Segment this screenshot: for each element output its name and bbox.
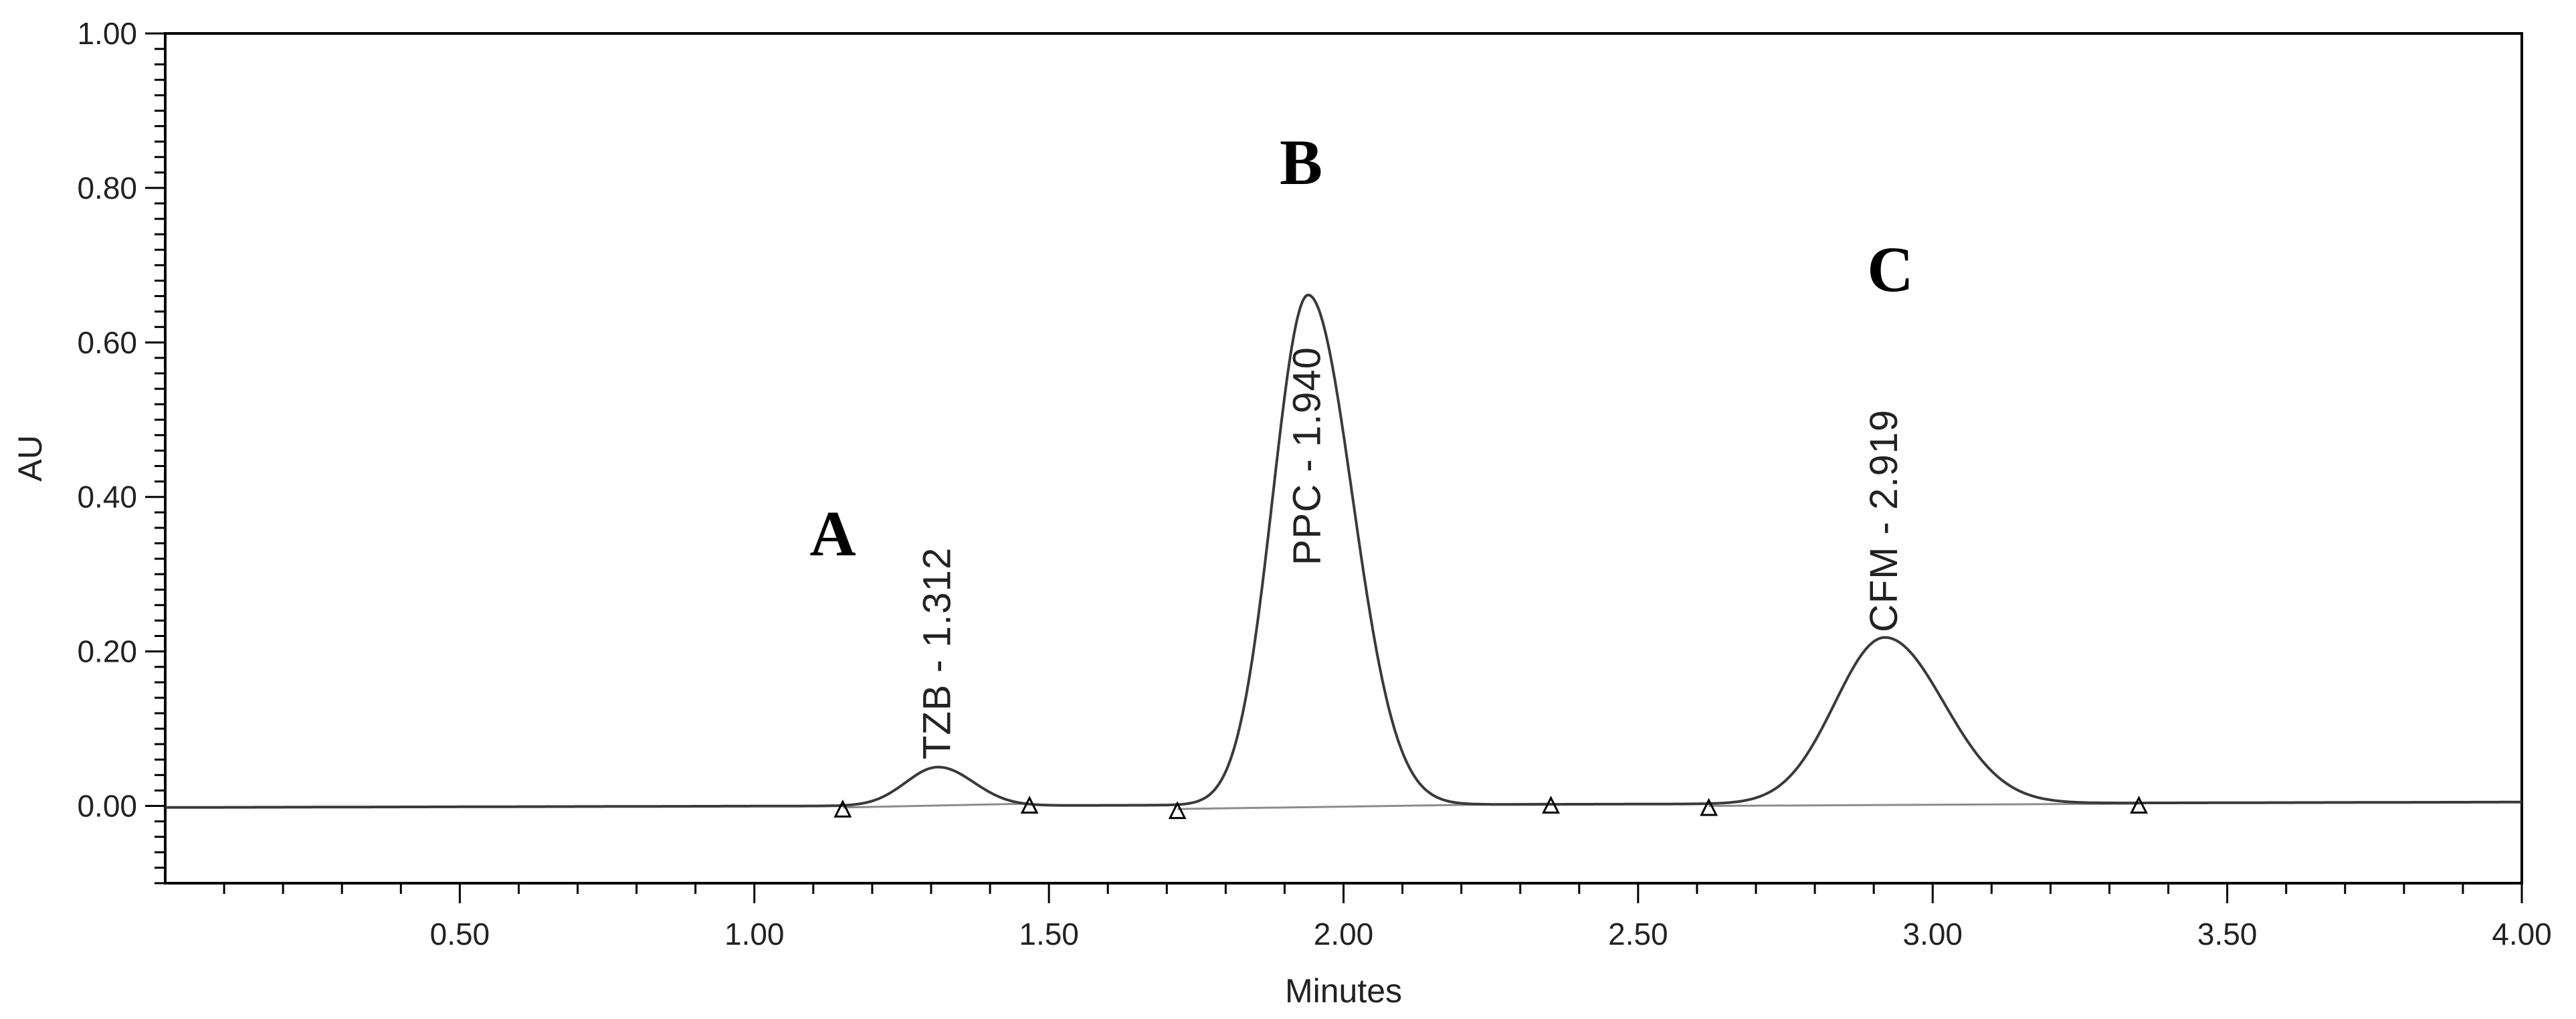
x-tick-label: 4.00 [2492, 917, 2552, 951]
x-tick-label: 3.50 [2197, 917, 2258, 951]
integration-mark [2130, 796, 2148, 814]
peak-label: PPC - 1.940 [1286, 347, 1329, 565]
y-tick-label: 0.40 [77, 480, 137, 515]
peak-label: TZB - 1.312 [916, 547, 959, 759]
chromatogram-trace [165, 293, 2522, 809]
y-axis-title: AU [11, 435, 49, 481]
y-tick-label: 1.00 [77, 16, 137, 51]
y-tick-label: 0.80 [77, 171, 137, 205]
peak-letter: B [1280, 126, 1322, 198]
integration-mark [1168, 801, 1187, 820]
x-tick-label: 1.50 [1019, 917, 1079, 951]
peak-label: CFM - 2.919 [1862, 409, 1906, 632]
x-tick-label: 2.00 [1314, 917, 1374, 951]
integration-marks [833, 796, 2148, 820]
x-tick-label: 0.50 [430, 917, 490, 951]
peak-letter: C [1867, 234, 1913, 305]
x-tick-label: 1.00 [724, 917, 785, 951]
integration-baseline [842, 802, 1030, 809]
integration-mark [1020, 796, 1039, 814]
plot-frame [164, 32, 2523, 885]
x-axis: 0.50 1.00 1.50 2.00 2.50 3.00 3.50 4.00 [223, 883, 2552, 951]
integration-mark [1542, 796, 1560, 814]
x-tick-label: 3.00 [1902, 917, 1963, 951]
plot-area [164, 32, 2523, 885]
integration-baseline [1708, 802, 2139, 808]
y-tick-label: 0.20 [77, 634, 137, 669]
peak-letter: A [809, 498, 856, 569]
x-tick-label: 2.50 [1608, 917, 1668, 951]
peak-labels: TZB - 1.312 A PPC - 1.940 B CFM - 2.919 C [809, 126, 1913, 759]
y-tick-label: 0.00 [77, 789, 137, 824]
y-tick-label: 0.60 [77, 325, 137, 360]
y-axis: 0.00 0.20 0.40 0.60 0.80 1.00 [77, 16, 165, 885]
integration-mark [1700, 798, 1718, 816]
integration-mark [833, 799, 852, 818]
x-axis-title: Minutes [1285, 972, 1402, 1010]
